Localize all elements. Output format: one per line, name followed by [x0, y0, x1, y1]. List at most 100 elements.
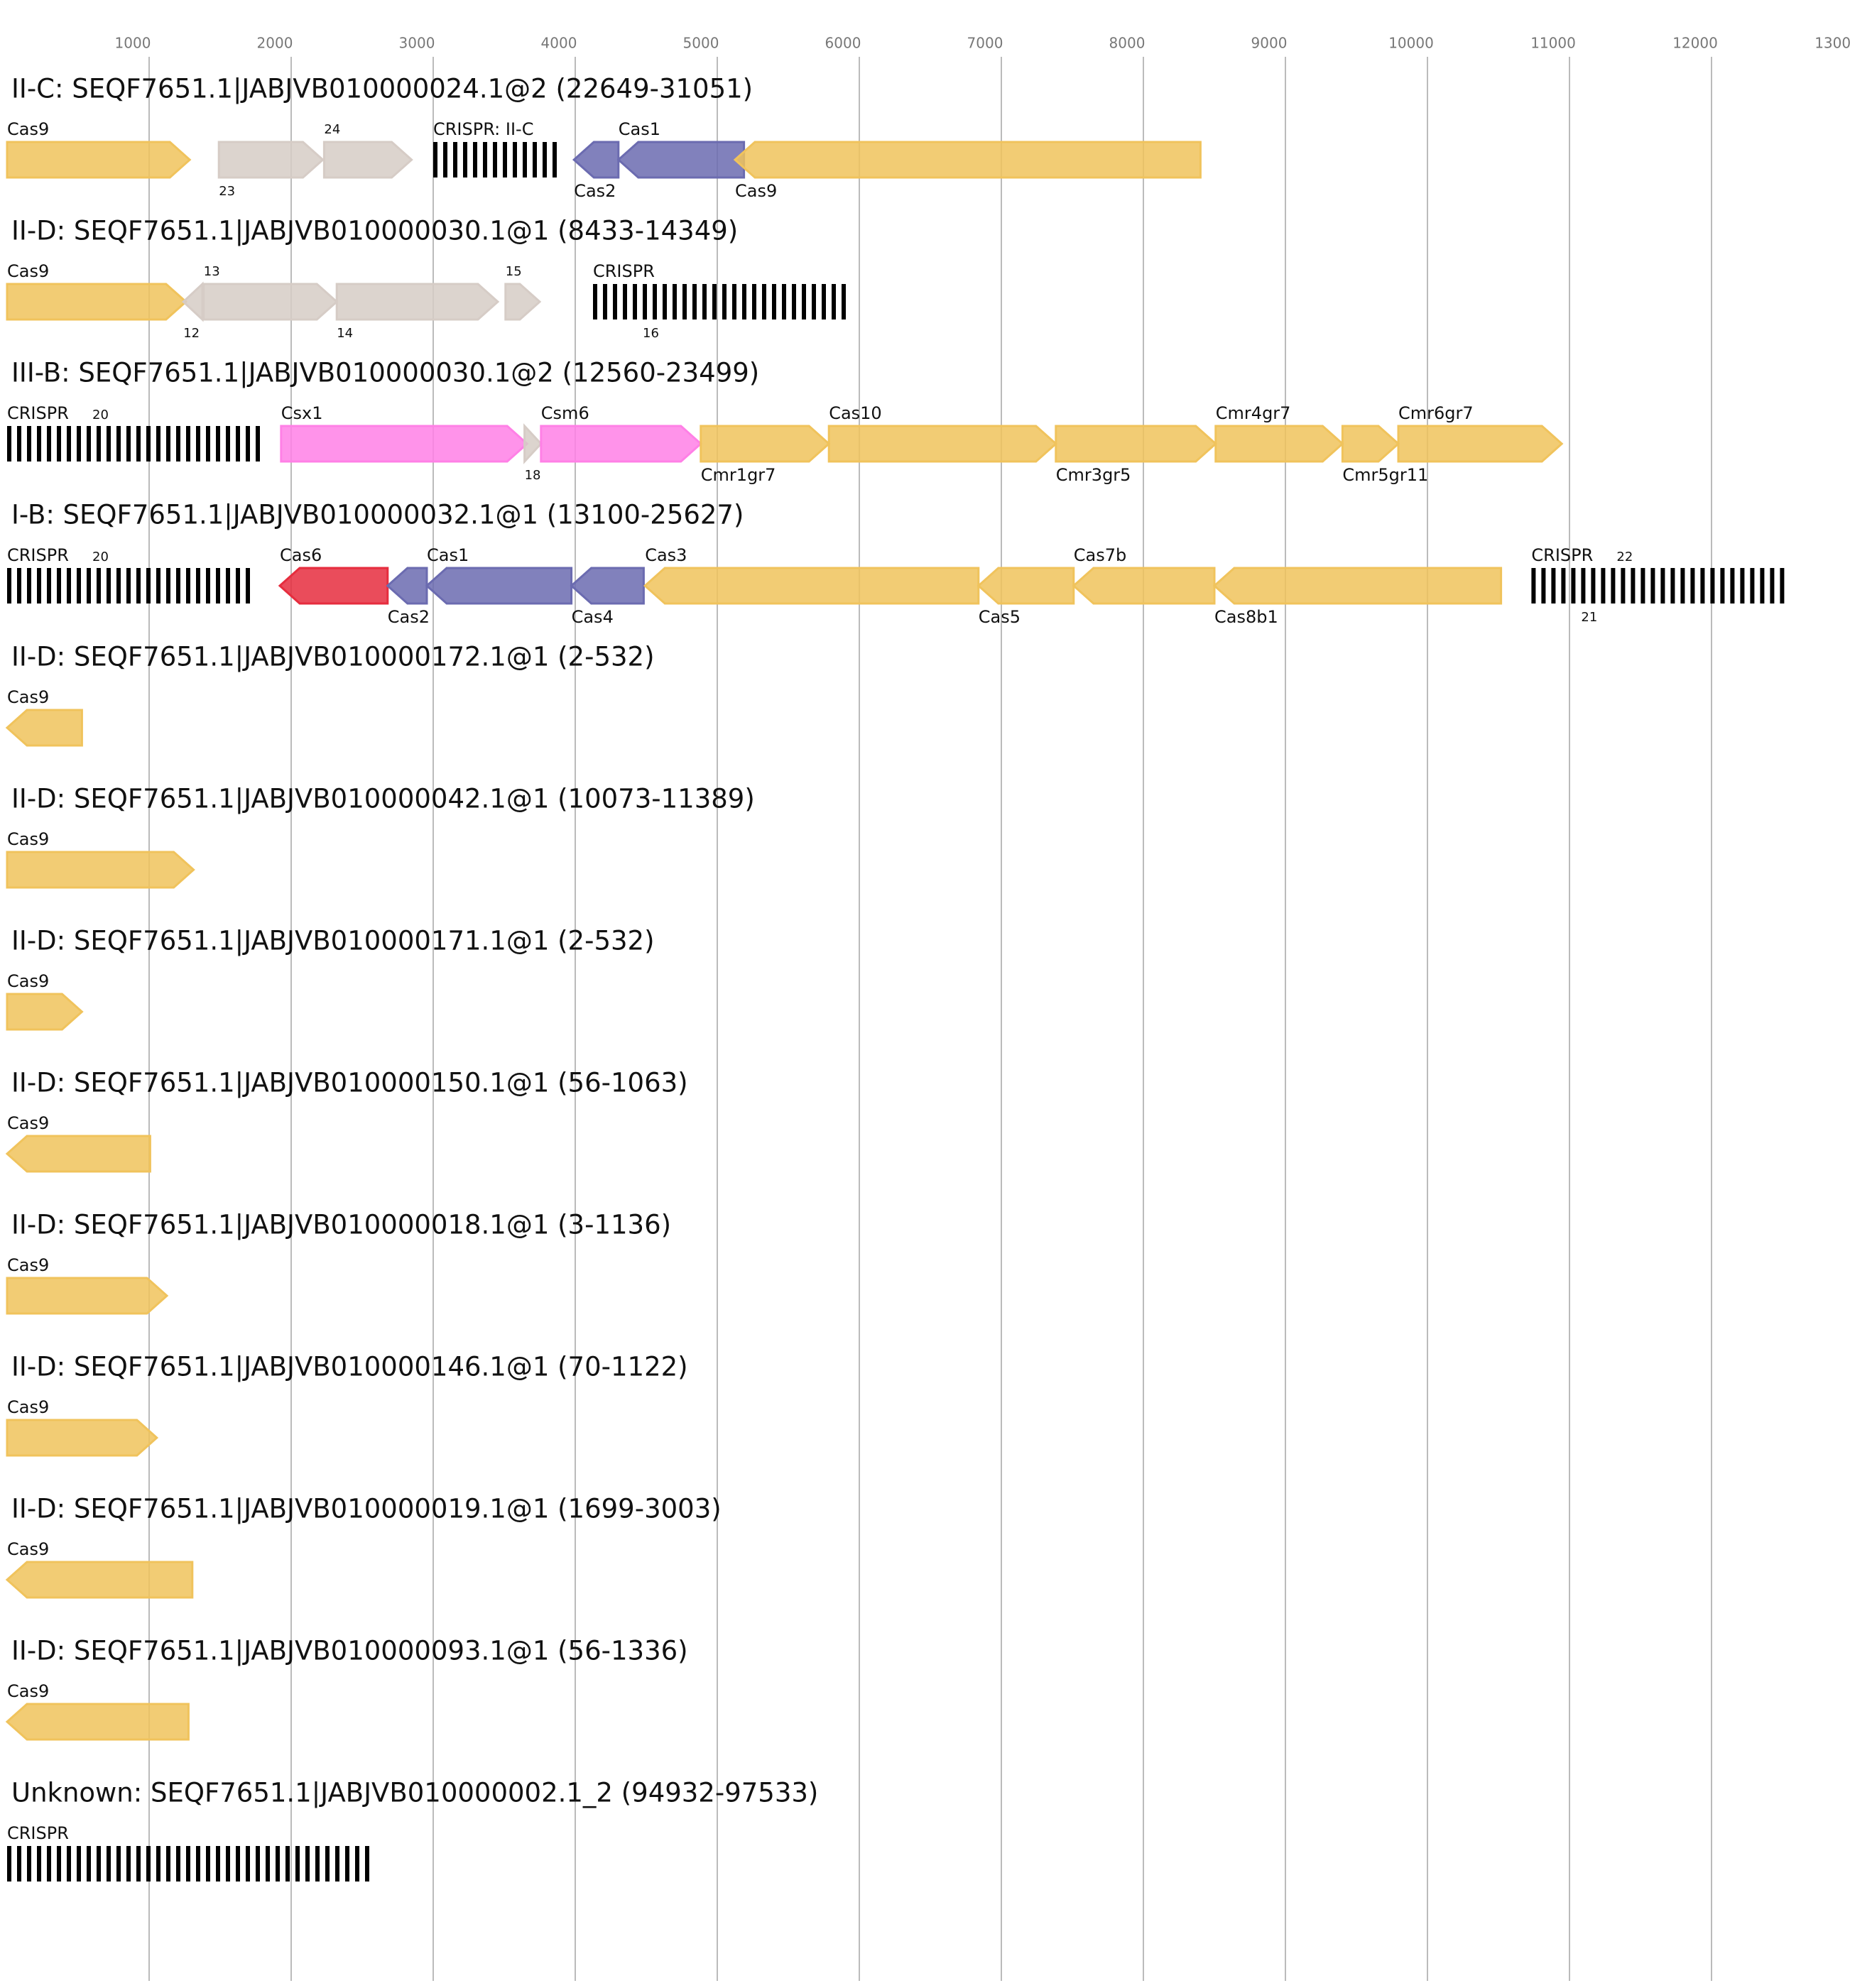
crispr-repeat — [463, 142, 467, 178]
gene-label: Cmr1gr7 — [701, 465, 776, 485]
array-label: CRISPR — [593, 261, 655, 281]
gene-label: Cas9 — [7, 1397, 49, 1417]
crispr-repeat — [503, 142, 507, 178]
crispr-repeat — [1541, 568, 1546, 604]
crispr-repeat — [256, 1846, 260, 1882]
crispr-repeat — [295, 1846, 300, 1882]
locus-title: II-D: SEQF7651.1|JABJVB010000018.1@1 (3-… — [11, 1210, 671, 1240]
crispr-repeat — [473, 142, 477, 178]
crispr-repeat — [832, 284, 836, 320]
gene-label: Cas9 — [7, 119, 49, 139]
crispr-repeat — [256, 426, 260, 462]
tick-label: 7000 — [967, 35, 1003, 52]
crispr-repeat — [812, 284, 816, 320]
gene-arrow — [700, 425, 831, 463]
crispr-repeat — [692, 284, 697, 320]
crispr-repeat — [126, 426, 131, 462]
crispr-repeat — [196, 1846, 200, 1882]
gene-arrow — [425, 567, 573, 605]
crispr-repeat — [116, 426, 121, 462]
crispr-repeat — [772, 284, 776, 320]
gene-label: Cas9 — [7, 829, 49, 849]
crispr-repeat — [355, 1846, 359, 1882]
gene-arrow — [182, 281, 204, 322]
gene-arrow — [322, 141, 413, 179]
crispr-repeat — [146, 426, 151, 462]
crispr-repeat — [166, 1846, 170, 1882]
crispr-repeat — [325, 1846, 330, 1882]
locus-title: II-D: SEQF7651.1|JABJVB010000019.1@1 (16… — [11, 1494, 722, 1524]
gene-label: Cas1 — [619, 119, 660, 139]
array-label: CRISPR — [7, 545, 69, 565]
crispr-repeat — [276, 1846, 280, 1882]
gene-label: Cas7b — [1074, 545, 1126, 565]
gene-label: 13 — [204, 264, 220, 279]
gene-label: Cas9 — [735, 181, 777, 201]
crispr-repeat — [523, 142, 527, 178]
array-tag: 16 — [643, 326, 659, 341]
gene-arrow — [5, 1135, 151, 1173]
locus-title: III-B: SEQF7651.1|JABJVB010000030.1@2 (1… — [11, 358, 759, 388]
gene-label: Cas9 — [7, 971, 49, 991]
tick-label: 11000 — [1530, 35, 1576, 52]
gene-arrow — [5, 1561, 194, 1599]
crispr-repeat — [97, 568, 101, 604]
gene-arrow — [827, 425, 1058, 463]
gene-label: Cmr5gr11 — [1342, 465, 1428, 485]
gene-arrow — [217, 141, 325, 179]
gene-label: Cas10 — [829, 403, 882, 423]
crispr-repeat — [7, 1846, 11, 1882]
crispr-repeat — [802, 284, 806, 320]
crispr-repeat — [236, 568, 240, 604]
crispr-array — [7, 426, 260, 462]
crispr-repeat — [246, 1846, 250, 1882]
crispr-repeat — [17, 1846, 21, 1882]
crispr-repeat — [603, 284, 607, 320]
gene-arrow — [6, 283, 188, 321]
gene-label: Cas2 — [388, 607, 430, 627]
crispr-repeat — [107, 1846, 111, 1882]
crispr-repeat — [633, 284, 637, 320]
array-tag: 20 — [92, 550, 109, 564]
crispr-repeat — [126, 1846, 131, 1882]
crispr-repeat — [1650, 568, 1655, 604]
crispr-repeat — [1730, 568, 1735, 604]
crispr-repeat — [1611, 568, 1616, 604]
crispr-array — [7, 1846, 369, 1882]
gene-arrow — [1341, 425, 1400, 463]
crispr-repeat — [1760, 568, 1765, 604]
crispr-repeat — [206, 568, 210, 604]
crispr-repeat — [1710, 568, 1715, 604]
crispr-repeat — [782, 284, 786, 320]
crispr-repeat — [37, 426, 41, 462]
crispr-repeat — [643, 284, 647, 320]
crispr-repeat — [27, 1846, 31, 1882]
crispr-repeat — [335, 1846, 339, 1882]
array-label: CRISPR — [7, 1823, 69, 1843]
crispr-repeat — [176, 568, 180, 604]
crispr-repeat — [1780, 568, 1785, 604]
gene-label: Cas8b1 — [1214, 607, 1278, 627]
crispr-repeat — [116, 1846, 121, 1882]
gene-arrow — [616, 141, 746, 179]
gene-arrow — [6, 851, 195, 889]
crispr-repeat — [146, 1846, 151, 1882]
gene-label: Cmr6gr7 — [1398, 403, 1474, 423]
locus-title: I-B: SEQF7651.1|JABJVB010000032.1@1 (131… — [11, 500, 744, 530]
array-tag: 20 — [92, 408, 109, 422]
crispr-repeat — [842, 284, 846, 320]
locus-title: II-D: SEQF7651.1|JABJVB010000171.1@1 (2-… — [11, 926, 655, 956]
crispr-repeat — [37, 1846, 41, 1882]
gene-arrow — [202, 283, 339, 321]
crispr-repeat — [47, 426, 51, 462]
crispr-repeat — [483, 142, 487, 178]
gene-label: 15 — [506, 264, 522, 279]
gene-arrow — [572, 141, 620, 179]
crispr-repeat — [365, 1846, 369, 1882]
gene-label: Cas9 — [7, 1113, 49, 1133]
crispr-repeat — [493, 142, 497, 178]
crispr-repeat — [673, 284, 677, 320]
tick-label: 2000 — [257, 35, 293, 52]
crispr-repeat — [216, 568, 220, 604]
crispr-repeat — [216, 426, 220, 462]
